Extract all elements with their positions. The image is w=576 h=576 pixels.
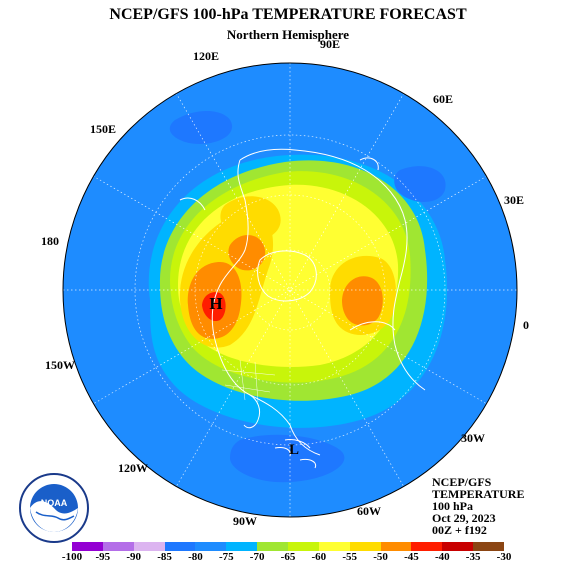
colorbar-segment <box>195 542 227 551</box>
lon-label-150E: 150E <box>90 122 116 136</box>
map-border <box>62 62 518 518</box>
noaa-logo-text: NOAA <box>41 498 68 508</box>
colorbar-tick-label: -30 <box>496 551 512 563</box>
colorbar-segment <box>380 542 412 551</box>
colorbar-tick-label: -85 <box>157 551 172 563</box>
colorbar-tick-label: -75 <box>218 551 234 563</box>
colorbar-segment <box>411 542 443 551</box>
cold-patch-north <box>169 110 233 145</box>
contour-minus45-west <box>202 292 226 322</box>
graticule <box>63 63 517 517</box>
colorbar-tick-label: -65 <box>280 551 296 563</box>
coastlines <box>179 148 426 469</box>
lon-label-90E: 90E <box>320 37 340 51</box>
colorbar-tick-label: -55 <box>342 551 358 563</box>
colorbar-segment <box>164 542 196 551</box>
lon-label-120E: 120E <box>193 49 219 63</box>
lon-label-60E: 60E <box>433 92 453 106</box>
state-borders <box>221 359 276 403</box>
lon-label-30W: 30W <box>461 431 485 445</box>
colorbar-tick-label: -35 <box>465 551 481 563</box>
info-variable: TEMPERATURE <box>432 487 525 501</box>
lon-label-30E: 30E <box>504 193 524 207</box>
colorbar-tick-label: -90 <box>126 551 142 563</box>
colorbar-segment <box>349 542 382 551</box>
colorbar-segment <box>288 542 320 551</box>
map-title: NCEP/GFS 100-hPa TEMPERATURE FORECAST <box>109 6 467 23</box>
colorbar-segment <box>72 542 104 551</box>
colorbar-tick-label: -40 <box>434 551 450 563</box>
colorbar-tick-label: -100 <box>61 551 83 563</box>
info-forecast-hour: 00Z + f192 <box>432 523 487 537</box>
low-pressure-marker: L <box>289 442 299 458</box>
info-model: NCEP/GFS <box>432 475 492 489</box>
colorbar-tick-label: -80 <box>188 551 203 563</box>
map-subtitle: Northern Hemisphere <box>226 27 350 42</box>
noaa-logo: NOAA <box>19 473 89 543</box>
colorbar-tick-label: -60 <box>311 551 327 563</box>
lon-label-180: 180 <box>41 234 59 248</box>
high-pressure-marker: H <box>209 294 222 313</box>
colorbar-segment <box>442 542 474 551</box>
colorbar-segment <box>226 542 258 551</box>
lon-label-120W: 120W <box>118 461 148 475</box>
lon-label-90W: 90W <box>233 514 257 528</box>
colorbar-tick-label: -70 <box>249 551 265 563</box>
temperature-field <box>63 63 517 517</box>
lon-label-0: 0 <box>523 318 529 332</box>
cold-patch-south <box>230 434 345 483</box>
info-date: Oct 29, 2023 <box>432 511 496 525</box>
colorbar-tick-label: -95 <box>95 551 111 563</box>
colorbar-tick-label: -45 <box>404 551 419 563</box>
colorbar-tick-label: -50 <box>373 551 388 563</box>
forecast-info: NCEP/GFS TEMPERATURE 100 hPa Oct 29, 202… <box>432 476 524 536</box>
lon-label-150W: 150W <box>45 358 75 372</box>
lon-label-60W: 60W <box>357 504 381 518</box>
cold-patch-east <box>394 166 446 202</box>
colorbar-segment <box>102 542 135 551</box>
colorbar-segment <box>318 542 351 551</box>
info-level: 100 hPa <box>432 499 474 513</box>
colorbar-segment <box>257 542 289 551</box>
contour-minus50-east <box>342 276 383 326</box>
colorbar-segment <box>133 542 166 551</box>
contour-minus55-north <box>220 196 281 242</box>
colorbar-segment <box>473 542 505 551</box>
